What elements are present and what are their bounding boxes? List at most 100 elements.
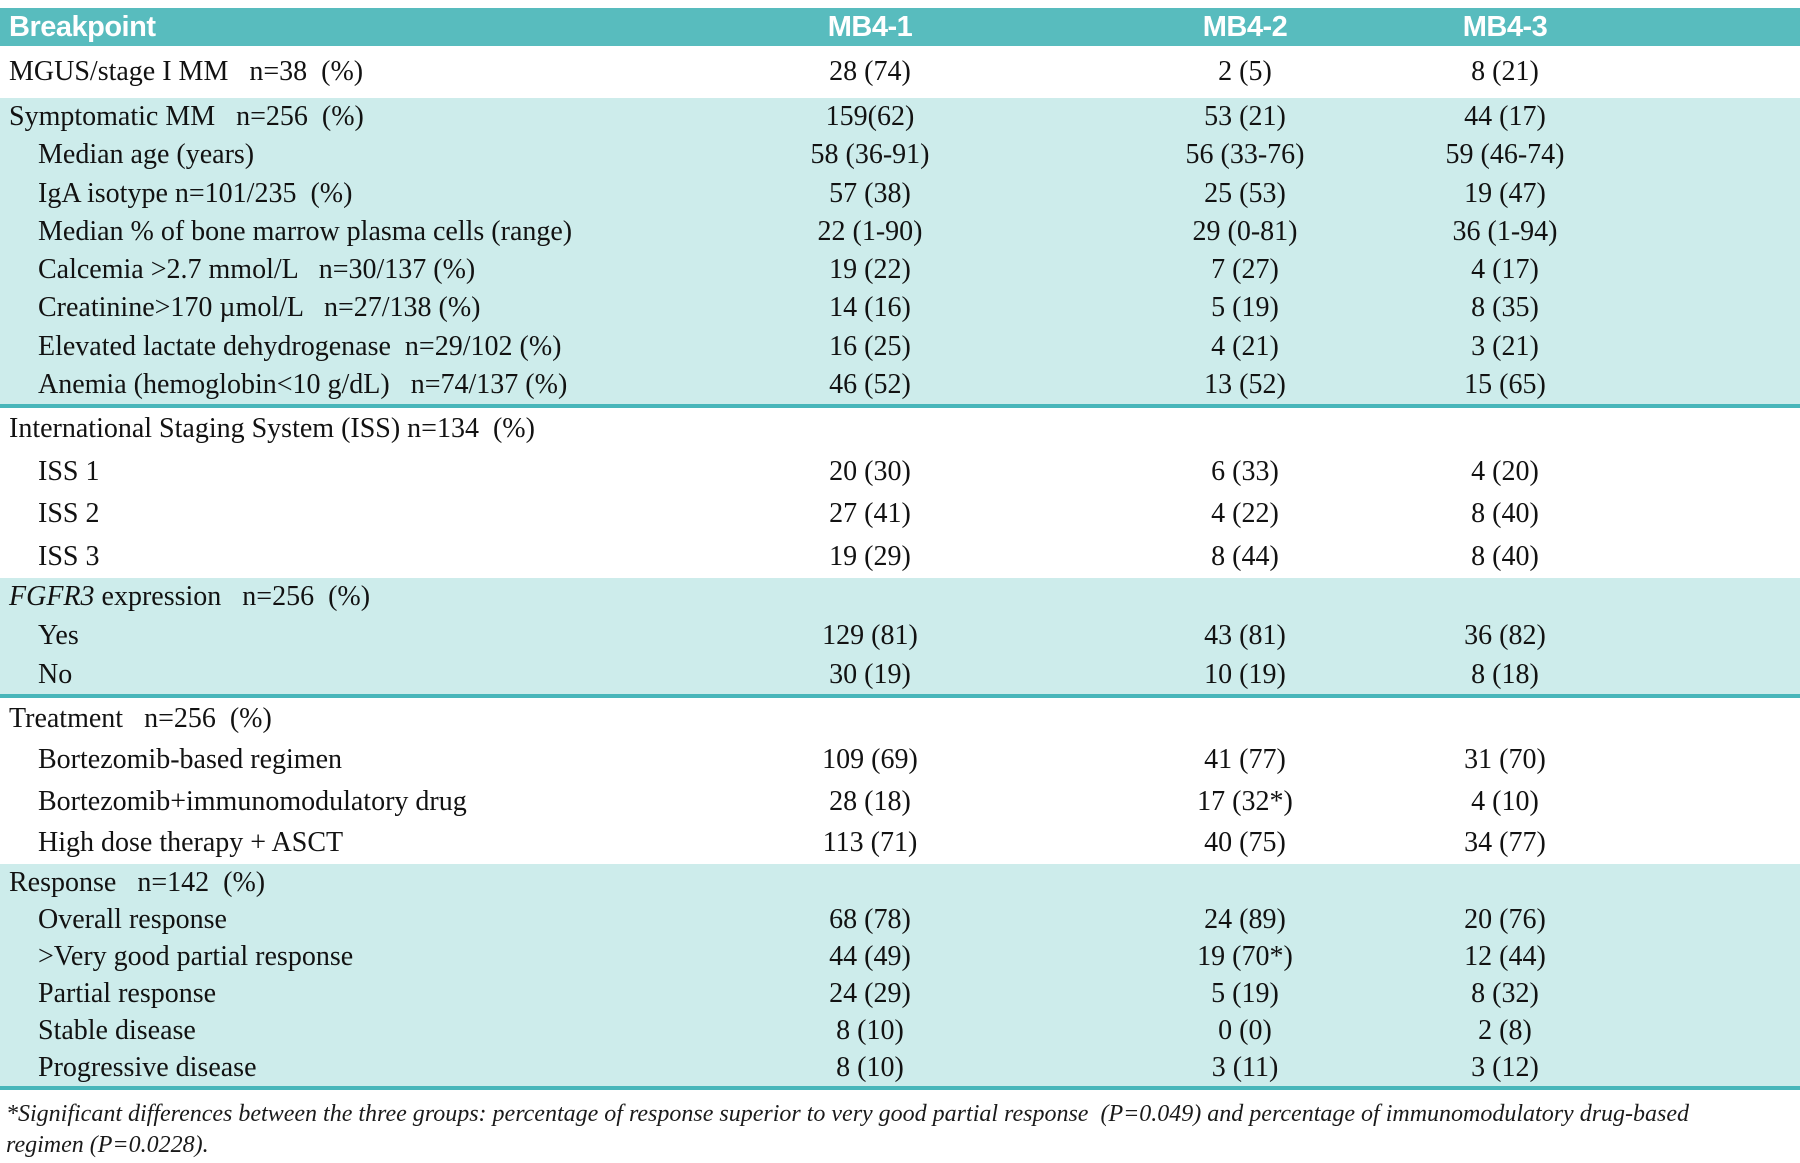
row-label: Symptomatic MM n=256 (%) <box>9 101 364 133</box>
table-row: Yes 129 (81) 43 (81) 36 (82) <box>0 617 1800 656</box>
value-mb4-2: 40 (75) <box>1204 827 1286 859</box>
table-row: Anemia (hemoglobin<10 g/dL) n=74/137 (%)… <box>0 366 1800 404</box>
value-mb4-3: 12 (44) <box>1464 940 1546 972</box>
value-mb4-2: 2 (5) <box>1218 56 1272 87</box>
table-row: ISS 2 27 (41) 4 (22) 8 (40) <box>0 493 1800 536</box>
value-mb4-2: 29 (0-81) <box>1192 215 1298 247</box>
table-row: Overall response 68 (78) 24 (89) 20 (76) <box>0 901 1800 938</box>
row-label: Progressive disease <box>38 1051 257 1083</box>
row-label: ISS 2 <box>38 498 100 530</box>
value-mb4-2: 4 (21) <box>1211 330 1279 362</box>
table-row: Elevated lactate dehydrogenase n=29/102 … <box>0 328 1800 366</box>
row-label: FGFR3 expression n=256 (%) <box>0 583 650 611</box>
value-mb4-3: 8 (40) <box>1471 540 1539 572</box>
table-row: Response n=142 (%) <box>0 864 1800 901</box>
value-mb4-2: 13 (52) <box>1204 368 1286 400</box>
value-mb4-3: 8 (35) <box>1471 292 1539 324</box>
row-label: Partial response <box>38 977 217 1009</box>
value-mb4-2: 7 (27) <box>1211 254 1279 286</box>
table-row: IgA isotype n=101/235 (%) 57 (38) 25 (53… <box>0 175 1800 213</box>
value-mb4-3: 44 (17) <box>1464 101 1546 133</box>
table-row: Symptomatic MM n=256 (%) 159(62) 53 (21)… <box>0 98 1800 136</box>
value-mb4-3: 19 (47) <box>1464 177 1546 209</box>
value-mb4-2: 43 (81) <box>1204 620 1286 651</box>
table-row: Median % of bone marrow plasma cells (ra… <box>0 213 1800 251</box>
table-row: Progressive disease 8 (10) 3 (11) 3 (12) <box>0 1049 1800 1086</box>
table-row: Treatment n=256 (%) <box>0 698 1800 740</box>
value-mb4-1: 58 (36-91) <box>810 139 930 171</box>
table-row: FGFR3 expression n=256 (%) <box>0 578 1800 617</box>
value-mb4-2: 6 (33) <box>1211 455 1279 487</box>
value-mb4-1: 129 (81) <box>822 620 918 651</box>
value-mb4-3: 3 (21) <box>1471 330 1539 362</box>
table-row: Calcemia >2.7 mmol/L n=30/137 (%) 19 (22… <box>0 251 1800 289</box>
value-mb4-3: 36 (82) <box>1464 620 1546 651</box>
value-mb4-1: 19 (29) <box>829 540 911 572</box>
table-row: >Very good partial response 44 (49) 19 (… <box>0 938 1800 975</box>
row-label: High dose therapy + ASCT <box>38 827 344 859</box>
value-mb4-2: 10 (19) <box>1204 658 1286 690</box>
value-mb4-1: 22 (1-90) <box>817 215 923 247</box>
value-mb4-1: 57 (38) <box>829 177 911 209</box>
value-mb4-3: 15 (65) <box>1464 368 1546 400</box>
value-mb4-3: 8 (21) <box>1471 56 1539 87</box>
top-margin <box>0 0 1800 8</box>
value-mb4-1: 30 (19) <box>829 658 911 690</box>
section-divider <box>0 404 1800 408</box>
value-mb4-3: 34 (77) <box>1464 827 1546 859</box>
value-mb4-1: 8 (10) <box>836 1051 904 1083</box>
value-mb4-1: 27 (41) <box>829 498 911 530</box>
value-mb4-2: 4 (22) <box>1211 498 1279 530</box>
row-label: >Very good partial response <box>38 940 354 972</box>
value-mb4-3: 2 (8) <box>1478 1014 1532 1046</box>
row-label: Response n=142 (%) <box>9 866 266 898</box>
value-mb4-2: 5 (19) <box>1211 977 1279 1009</box>
value-mb4-3: 4 (17) <box>1471 254 1539 286</box>
value-mb4-2: 19 (70*) <box>1197 940 1293 972</box>
table-row: ISS 3 19 (29) 8 (44) 8 (40) <box>0 536 1800 579</box>
value-mb4-3: 4 (20) <box>1471 455 1539 487</box>
value-mb4-1: 46 (52) <box>829 368 911 400</box>
table-row: International Staging System (ISS) n=134… <box>0 408 1800 451</box>
row-label: IgA isotype n=101/235 (%) <box>38 177 353 209</box>
value-mb4-2: 5 (19) <box>1211 292 1279 324</box>
value-mb4-1: 16 (25) <box>829 330 911 362</box>
value-mb4-1: 8 (10) <box>836 1014 904 1046</box>
table-row: Partial response 24 (29) 5 (19) 8 (32) <box>0 975 1800 1012</box>
section-response: Response n=142 (%) Overall response 68 (… <box>0 864 1800 1086</box>
footnote-line-2: regimen (P=0.0228). <box>6 1132 209 1158</box>
col-header-mb4-3: MB4-3 <box>1462 10 1548 43</box>
table-row: Bortezomib-based regimen 109 (69) 41 (77… <box>0 740 1800 782</box>
col-header-breakpoint: Breakpoint <box>9 10 156 43</box>
value-mb4-2: 53 (21) <box>1204 101 1286 133</box>
footnote-line-1: *Significant differences between the thr… <box>6 1101 1690 1127</box>
value-mb4-3: 31 (70) <box>1464 744 1546 776</box>
row-label: ISS 1 <box>38 455 100 487</box>
table-row: ISS 1 20 (30) 6 (33) 4 (20) <box>0 451 1800 494</box>
value-mb4-2: 17 (32*) <box>1197 785 1293 817</box>
row-label: Anemia (hemoglobin<10 g/dL) n=74/137 (%) <box>38 368 568 400</box>
section-mgus: MGUS/stage I MM n=38 (%) 28 (74) 2 (5) 8… <box>0 46 1800 98</box>
footnote: *Significant differences between the thr… <box>0 1090 1800 1161</box>
value-mb4-3: 8 (18) <box>1471 658 1539 690</box>
row-label: Creatinine>170 µmol/L n=27/138 (%) <box>38 292 481 324</box>
row-label: MGUS/stage I MM n=38 (%) <box>9 56 364 87</box>
row-label: Calcemia >2.7 mmol/L n=30/137 (%) <box>38 254 476 286</box>
section-treatment: Treatment n=256 (%) Bortezomib-based reg… <box>0 698 1800 864</box>
section-divider <box>0 694 1800 698</box>
row-label: No <box>38 658 73 690</box>
section-fgfr3-expression: FGFR3 expression n=256 (%) Yes 129 (81) … <box>0 578 1800 694</box>
row-label: Bortezomib-based regimen <box>38 744 343 776</box>
table-row: MGUS/stage I MM n=38 (%) 28 (74) 2 (5) 8… <box>0 46 1800 98</box>
value-mb4-3: 8 (32) <box>1471 977 1539 1009</box>
value-mb4-3: 8 (40) <box>1471 498 1539 530</box>
value-mb4-1: 14 (16) <box>829 292 911 324</box>
value-mb4-3: 4 (10) <box>1471 785 1539 817</box>
row-label: Median age (years) <box>38 139 255 171</box>
row-label: Overall response <box>38 903 227 935</box>
section-divider <box>0 1086 1800 1090</box>
gene-name-italic: FGFR3 <box>9 581 95 613</box>
value-mb4-2: 24 (89) <box>1204 903 1286 935</box>
row-label: Yes <box>38 620 79 651</box>
value-mb4-1: 28 (74) <box>829 56 911 87</box>
